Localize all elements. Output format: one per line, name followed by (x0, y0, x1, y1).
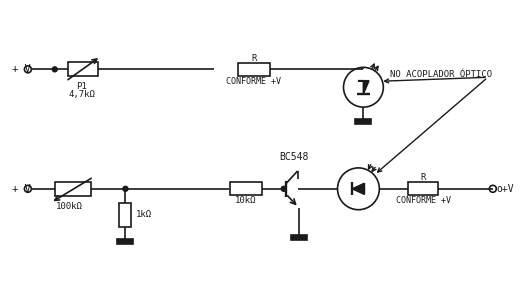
Text: 100kΩ: 100kΩ (56, 202, 83, 211)
Circle shape (24, 185, 31, 192)
Bar (55, 182, 90, 196)
Text: 4,7kΩ: 4,7kΩ (68, 90, 95, 99)
Text: o+V: o+V (497, 184, 514, 194)
Polygon shape (358, 81, 369, 94)
Bar (238, 63, 270, 76)
Text: CONFORME +V: CONFORME +V (226, 77, 281, 86)
Bar (120, 203, 132, 227)
Text: NO ACOPLADOR ÓPTICO: NO ACOPLADOR ÓPTICO (391, 70, 492, 79)
Text: CONFORME +V: CONFORME +V (396, 196, 451, 205)
Text: P1: P1 (76, 82, 87, 91)
Text: 1kΩ: 1kΩ (135, 210, 151, 219)
Circle shape (24, 66, 31, 73)
Bar (356, 119, 371, 124)
Circle shape (53, 67, 57, 72)
Bar (68, 62, 98, 76)
Circle shape (489, 185, 496, 192)
Text: R: R (421, 173, 426, 182)
Circle shape (337, 168, 380, 210)
Circle shape (344, 67, 383, 107)
Text: R: R (251, 54, 256, 63)
Circle shape (123, 186, 128, 191)
Bar (408, 182, 438, 195)
Bar (230, 182, 262, 195)
Text: BC548: BC548 (279, 152, 308, 162)
Bar (118, 238, 134, 244)
Bar (291, 234, 307, 240)
Text: + V: + V (12, 64, 31, 74)
Text: + V: + V (12, 184, 31, 194)
Polygon shape (353, 183, 365, 194)
Text: 10kΩ: 10kΩ (235, 196, 257, 205)
Circle shape (281, 186, 286, 191)
